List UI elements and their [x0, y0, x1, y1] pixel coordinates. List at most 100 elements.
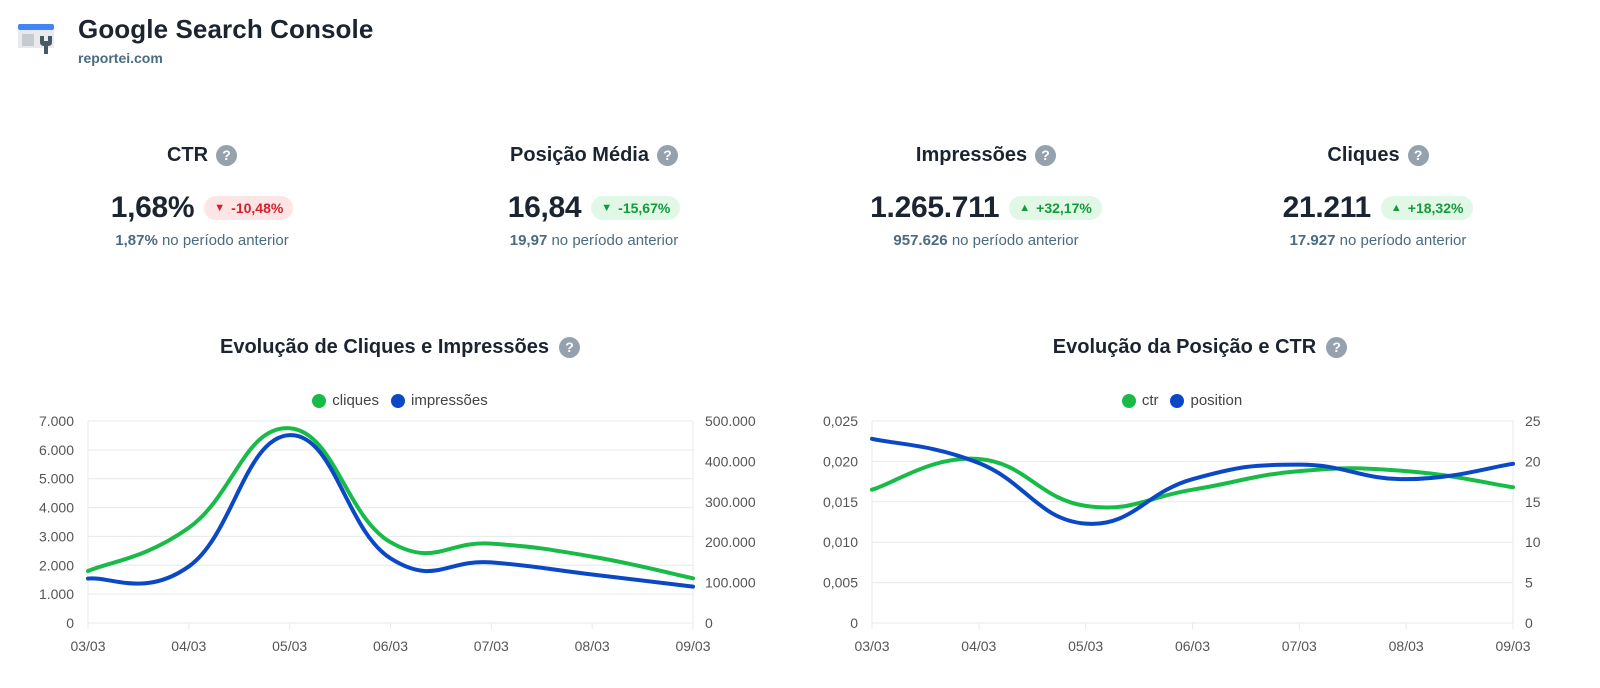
kpi-value: 1.265.711 [870, 191, 1000, 224]
arrow-up-icon: ▲ [1390, 201, 1402, 214]
help-icon[interactable]: ? [1326, 336, 1348, 358]
prev-label: no período anterior [551, 232, 679, 249]
change-badge: ▼ -10,48% [204, 196, 294, 220]
change-value: +32,17% [1036, 200, 1092, 216]
arrow-down-icon: ▼ [601, 201, 613, 214]
y-right-tick-label: 10 [1525, 534, 1541, 550]
chart-2: 0 0,005 0,010 0,015 0,020 0,025 0 5 10 15 20 25 03/0… [823, 413, 1541, 654]
kpi-name: Impressões [915, 143, 1028, 166]
y-left-tick-label: 1.000 [39, 586, 74, 602]
y-right-tick-label: 15 [1525, 494, 1541, 510]
y-right-tick-label: 300.000 [705, 494, 756, 510]
series-line-impressões [86, 433, 695, 589]
legend-swatch-green [1121, 393, 1136, 408]
change-badge: ▼ -15,67% [591, 196, 681, 220]
prev-value: 957.626 [893, 232, 948, 249]
x-tick-label: 06/03 [373, 638, 408, 654]
kpi-ctr: CTR ? 1,68% ▼ -10,48% 1,87% no período a… [52, 140, 352, 249]
legend-label: ctr [1141, 392, 1159, 409]
app-subtitle: reportei.com [78, 50, 163, 66]
legend-label: position [1190, 392, 1243, 409]
kpi-previous: 957.626 no período anterior [836, 232, 1136, 249]
legend-item[interactable]: cliques [312, 392, 379, 409]
y-left-tick-label: 0 [66, 615, 74, 631]
y-left-tick-label: 7.000 [39, 413, 74, 429]
change-badge: ▲ +18,32% [1380, 196, 1474, 220]
chart-title: Evolução de Cliques e Impressões [219, 335, 549, 358]
y-left-tick-label: 0,020 [823, 453, 858, 469]
chart-1-header: Evolução de Cliques e Impressões ? [100, 334, 700, 360]
y-left-tick-label: 6.000 [39, 442, 74, 458]
series-line-position [870, 436, 1515, 526]
kpi-previous: 1,87% no período anterior [52, 232, 352, 249]
help-icon[interactable]: ? [1407, 144, 1429, 166]
legend-swatch-green [312, 393, 327, 408]
kpi-name: Posição Média [510, 143, 649, 166]
legend-label: impressões [411, 392, 488, 409]
change-badge: ▲ +32,17% [1009, 196, 1102, 220]
y-left-tick-label: 0,005 [823, 575, 858, 591]
kpi-posicao-media: Posição Média ? 16,84 ▼ -15,67% 19,97 no… [444, 140, 744, 249]
x-tick-label: 04/03 [961, 638, 996, 654]
y-left-tick-label: 2.000 [39, 557, 74, 573]
arrow-up-icon: ▲ [1019, 201, 1031, 214]
kpi-previous: 19,97 no período anterior [444, 232, 744, 249]
x-tick-label: 04/03 [171, 638, 206, 654]
x-tick-label: 07/03 [1282, 638, 1317, 654]
kpi-previous: 17.927 no período anterior [1228, 232, 1528, 249]
x-tick-label: 09/03 [675, 638, 710, 654]
app-title: Google Search Console [78, 14, 374, 44]
legend-label: cliques [332, 392, 379, 409]
prev-value: 19,97 [509, 232, 548, 249]
x-tick-label: 07/03 [474, 638, 509, 654]
kpi-name: CTR [166, 143, 209, 166]
prev-value: 1,87% [115, 232, 158, 249]
x-tick-label: 03/03 [70, 638, 105, 654]
x-tick-label: 08/03 [575, 638, 610, 654]
search-console-logo-icon [18, 24, 54, 54]
x-tick-label: 06/03 [1175, 638, 1210, 654]
kpi-name: Cliques [1327, 143, 1400, 166]
y-left-tick-label: 3.000 [39, 528, 74, 544]
arrow-down-icon: ▼ [214, 201, 226, 214]
chart-2-header: Evolução da Posição e CTR ? [900, 334, 1500, 360]
chart-2-legend: ctr position [882, 392, 1482, 409]
series-line-ctr [870, 456, 1515, 510]
x-tick-label: 05/03 [1068, 638, 1103, 654]
prev-label: no período anterior [951, 232, 1079, 249]
legend-item[interactable]: position [1170, 392, 1242, 409]
prev-value: 17.927 [1289, 232, 1336, 249]
x-tick-label: 05/03 [272, 638, 307, 654]
x-tick-label: 03/03 [854, 638, 889, 654]
kpi-value: 16,84 [507, 191, 582, 224]
prev-label: no período anterior [1339, 232, 1467, 249]
y-left-tick-label: 4.000 [39, 500, 74, 516]
legend-item[interactable]: ctr [1121, 392, 1159, 409]
x-tick-label: 08/03 [1389, 638, 1424, 654]
help-icon[interactable]: ? [559, 336, 580, 358]
y-right-tick-label: 100.000 [705, 575, 756, 591]
x-tick-label: 09/03 [1495, 638, 1530, 654]
y-right-tick-label: 5 [1525, 575, 1533, 591]
change-value: -10,48% [231, 200, 284, 216]
y-left-tick-label: 0 [850, 615, 858, 631]
y-right-tick-label: 25 [1525, 413, 1541, 429]
help-icon[interactable]: ? [656, 144, 678, 166]
legend-swatch-blue [1170, 393, 1185, 408]
change-value: +18,32% [1407, 200, 1464, 216]
kpi-value: 1,68% [110, 191, 195, 224]
legend-item[interactable]: impressões [391, 392, 488, 409]
kpi-value: 21.211 [1282, 191, 1372, 224]
y-right-tick-label: 0 [705, 615, 713, 631]
y-right-tick-label: 500.000 [705, 413, 756, 429]
change-value: -15,67% [618, 200, 671, 216]
y-left-tick-label: 5.000 [39, 471, 74, 487]
y-right-tick-label: 20 [1525, 453, 1541, 469]
legend-swatch-blue [391, 393, 405, 408]
y-left-tick-label: 0,015 [823, 494, 858, 510]
help-icon[interactable]: ? [1035, 144, 1057, 166]
series-line-cliques [86, 426, 695, 581]
chart-title: Evolução da Posição e CTR [1052, 335, 1317, 358]
help-icon[interactable]: ? [216, 144, 238, 166]
